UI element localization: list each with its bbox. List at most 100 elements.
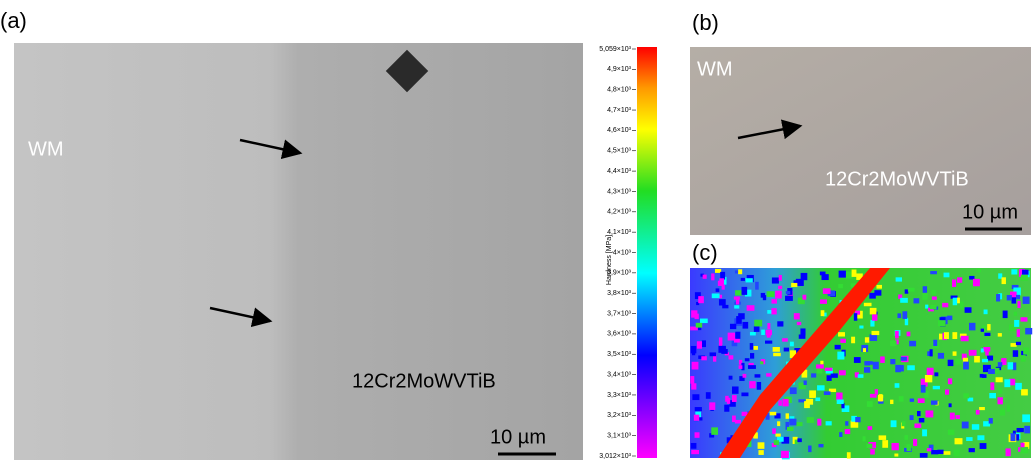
speck: [773, 352, 781, 357]
speck: [794, 439, 798, 445]
speck: [988, 368, 995, 374]
speck: [749, 332, 756, 336]
speck: [891, 442, 899, 451]
speck: [955, 415, 960, 420]
speck: [1020, 442, 1025, 448]
speck: [919, 453, 928, 458]
speck: [862, 348, 867, 353]
speck: [897, 313, 902, 319]
speck: [867, 426, 873, 430]
speck: [855, 416, 861, 423]
speck: [717, 294, 723, 299]
speck: [969, 275, 975, 280]
colorbar-tick-label: 3,2×10³: [607, 412, 632, 419]
speck: [1015, 434, 1020, 441]
colorbar-tick-label: 4,6×10³: [607, 127, 632, 134]
speck: [920, 378, 928, 387]
speck: [898, 396, 904, 402]
speck: [997, 362, 1003, 367]
panel-label: (b): [692, 10, 719, 35]
speck: [1017, 301, 1021, 309]
speck: [797, 297, 805, 305]
speck: [964, 307, 972, 313]
colorbar-tick-label: 4,1×10³: [607, 229, 632, 236]
speck: [859, 325, 864, 329]
speck: [952, 297, 958, 306]
speck: [714, 268, 722, 273]
speck: [711, 427, 719, 435]
speck: [890, 340, 897, 347]
speck: [692, 394, 700, 401]
speck: [1005, 448, 1011, 457]
colorbar-ticks: 5,059×10³ 4,9×10³ 4,8×10³ 4,7×10³ 4,6×10³ 4,5…: [599, 46, 636, 460]
speck: [866, 443, 873, 448]
speck: [709, 352, 717, 357]
speck: [801, 369, 808, 378]
speck: [782, 338, 788, 342]
speck: [851, 336, 856, 344]
speck: [952, 351, 957, 356]
speck: [931, 450, 939, 455]
speck: [863, 367, 871, 373]
scale-bar-label: 10 µm: [490, 426, 546, 448]
speck: [1021, 389, 1028, 396]
speck: [721, 348, 728, 354]
speck: [693, 414, 700, 421]
speck: [738, 359, 743, 365]
speck: [839, 432, 843, 437]
speck: [1006, 295, 1012, 301]
colorbar: [637, 47, 657, 458]
speck: [913, 298, 920, 304]
speck: [705, 392, 711, 399]
speck: [916, 411, 921, 417]
speck: [836, 399, 844, 405]
speck: [960, 335, 969, 342]
speck: [998, 293, 1003, 300]
speck: [726, 437, 731, 444]
speck: [1002, 310, 1008, 319]
speck: [909, 415, 914, 421]
speck: [980, 328, 985, 332]
speck: [691, 349, 696, 356]
speck: [797, 438, 802, 443]
speck: [1023, 347, 1030, 355]
speck: [845, 421, 849, 426]
speck: [757, 442, 765, 449]
speck: [696, 341, 703, 349]
speck: [895, 339, 899, 345]
speck: [731, 395, 737, 402]
speck: [1022, 269, 1029, 275]
speck: [931, 290, 937, 295]
speck: [753, 345, 758, 350]
speck: [995, 377, 1003, 383]
speck: [870, 319, 875, 327]
colorbar-tick-label: 3,5×10³: [607, 351, 632, 358]
speck: [983, 309, 988, 315]
speck: [791, 282, 798, 288]
speck: [907, 287, 915, 292]
speck: [741, 286, 748, 295]
speck: [772, 347, 780, 352]
speck: [878, 435, 887, 440]
speck: [870, 448, 875, 455]
speck: [971, 424, 980, 430]
speck: [691, 361, 699, 370]
speck: [800, 328, 806, 336]
speck: [747, 365, 756, 369]
speck: [930, 271, 937, 275]
speck: [948, 403, 952, 408]
speck: [851, 415, 857, 422]
speck: [795, 278, 804, 286]
speck: [955, 358, 961, 365]
speck: [711, 293, 720, 299]
speck: [907, 365, 915, 371]
speck: [925, 410, 934, 418]
speck: [775, 290, 782, 299]
speck: [738, 365, 743, 369]
arrow: [209, 306, 273, 328]
speck: [904, 317, 909, 326]
speck: [1008, 324, 1016, 331]
speck: [785, 291, 791, 295]
speck: [876, 284, 882, 289]
speck: [695, 322, 703, 328]
